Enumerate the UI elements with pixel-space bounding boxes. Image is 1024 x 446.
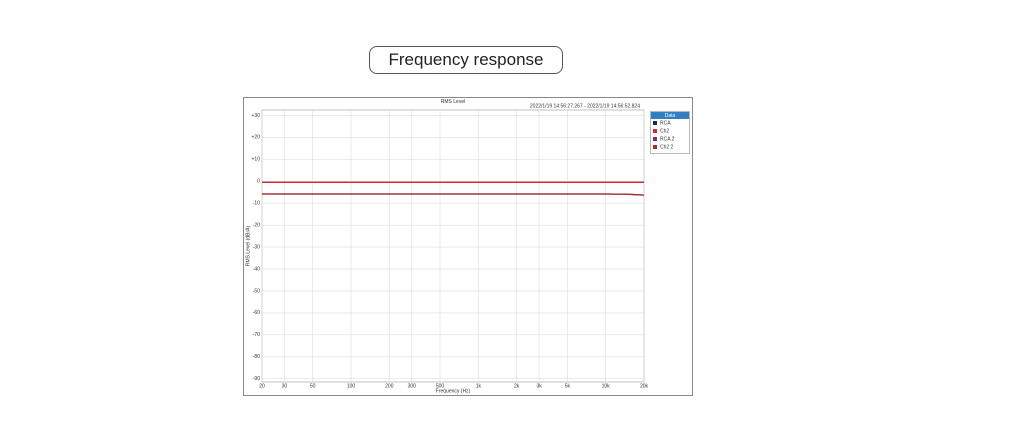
y-tick-label: -30 [253, 244, 260, 250]
y-tick-label: -90 [253, 376, 260, 382]
y-tick-label: +30 [252, 113, 261, 119]
chart-title: RMS Level [441, 99, 465, 105]
y-tick-label: -20 [253, 222, 260, 228]
x-tick-label: 10k [602, 383, 611, 389]
y-tick-label: +20 [252, 135, 261, 141]
x-tick-label: 500 [436, 383, 445, 389]
x-tick-label: 300 [408, 383, 417, 389]
x-tick-label: 1k [476, 383, 482, 389]
legend-header [651, 112, 689, 119]
plot-area [261, 109, 645, 383]
chart-subtitle: 2022/1/19 14:56:27.267 - 2022/1/19 14:56… [530, 103, 640, 109]
legend-label: Ch2 2 [660, 144, 674, 150]
x-tick-label: 20k [640, 383, 649, 389]
x-axis-label: Frequency (Hz) [436, 388, 471, 394]
y-tick-label: -10 [253, 201, 260, 207]
legend-label: RCA 2 [660, 136, 675, 142]
x-tick-label: 50 [310, 383, 316, 389]
y-tick-label: -40 [253, 266, 260, 272]
y-axis-label: RMS Level (dBrA) [245, 226, 251, 267]
series-line [262, 193, 645, 196]
legend-swatch [653, 145, 657, 149]
x-tick-label: 100 [347, 383, 356, 389]
y-tick-label: +10 [252, 157, 261, 163]
x-tick-label: 30 [282, 383, 288, 389]
x-tick-label: 2k [514, 383, 520, 389]
y-tick-label: 0 [257, 179, 260, 185]
legend-label: Ch2 [660, 128, 669, 134]
x-tick-label: 20 [259, 383, 265, 389]
legend-swatch [653, 121, 657, 125]
y-tick-label: -60 [253, 310, 260, 316]
x-tick-label: 5k [565, 383, 571, 389]
x-tick-label: 3k [536, 383, 542, 389]
legend-label: RCA [660, 120, 671, 126]
legend-swatch [653, 137, 657, 141]
x-tick-label: 200 [385, 383, 394, 389]
title-button[interactable]: Frequency response [369, 46, 563, 74]
y-tick-label: -70 [253, 332, 260, 338]
legend-swatch [653, 129, 657, 133]
y-tick-label: -50 [253, 288, 260, 294]
y-tick-label: -80 [253, 354, 260, 360]
legend-title: Data [665, 113, 676, 119]
